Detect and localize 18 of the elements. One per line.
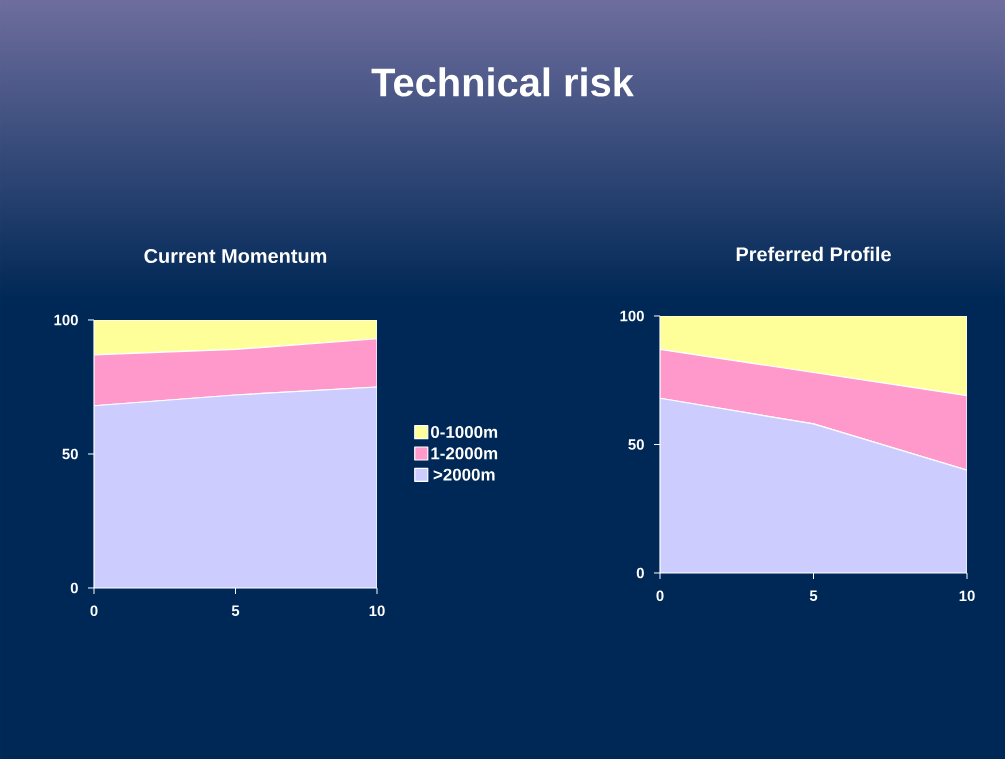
y-tick-label: 100 <box>54 314 78 326</box>
y-tick-label: 0 <box>636 567 644 579</box>
legend-label: >2000m <box>433 468 495 481</box>
x-tick-label: 0 <box>656 590 664 602</box>
y-tick-label: 0 <box>70 582 78 594</box>
legend-label: 1-2000m <box>431 447 498 460</box>
chart-title: Preferred Profile <box>736 246 891 262</box>
y-tick-label: 100 <box>620 310 644 322</box>
x-tick-label: 0 <box>90 605 98 617</box>
chart-title: Current Momentum <box>144 248 327 264</box>
y-tick-label: 50 <box>62 448 78 460</box>
x-tick-label: 5 <box>809 590 818 601</box>
x-tick-label: 10 <box>959 590 975 602</box>
text: Technical risk <box>371 67 634 97</box>
x-tick-label: 10 <box>369 605 385 617</box>
legend-label: 0-1000m <box>431 426 498 439</box>
y-tick-label: 50 <box>628 439 644 450</box>
x-tick-label: 5 <box>231 605 240 616</box>
